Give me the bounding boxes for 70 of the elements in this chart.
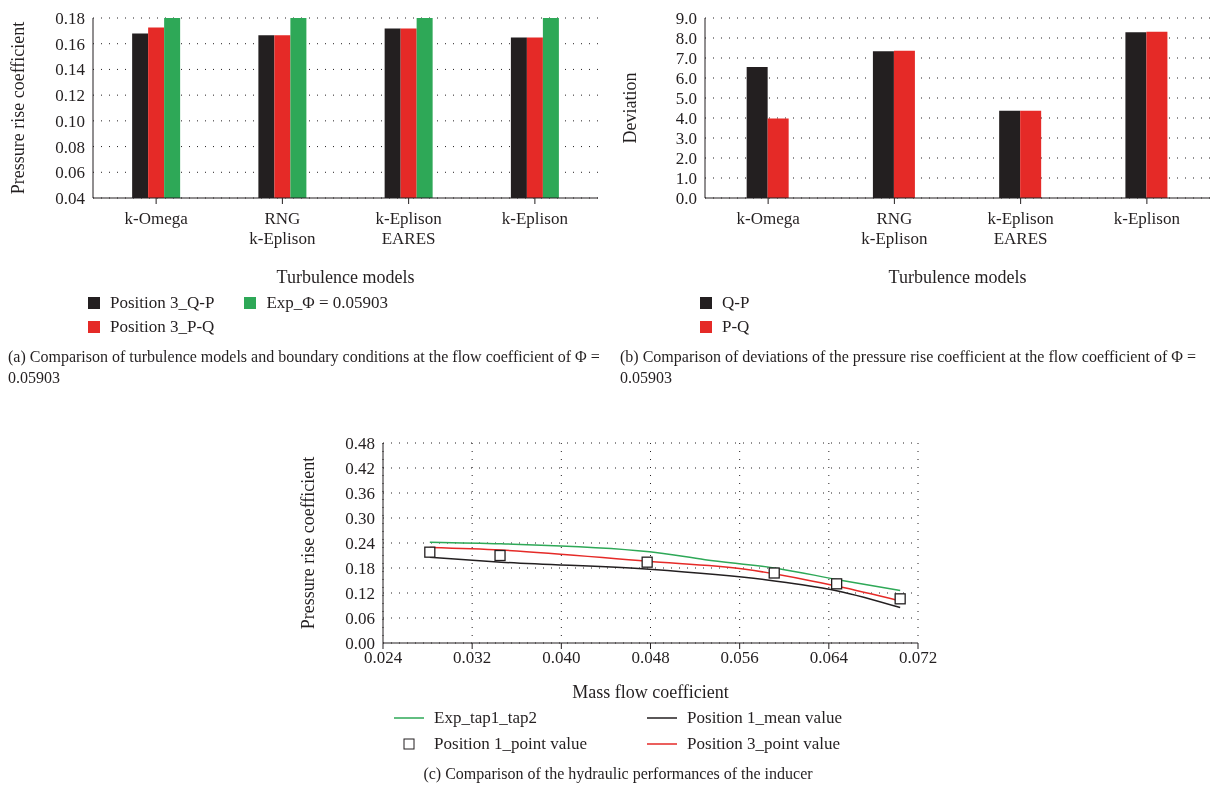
bar [893,50,915,198]
x-tick-label: k-Eplison [501,209,569,228]
y-axis-title: Pressure rise coefficient [8,21,29,195]
y-tick-label: 5.0 [675,89,697,109]
y-tick-label: 0.06 [345,609,375,629]
x-axis-title: Turbulence models [276,267,415,287]
legend-label: Exp_Φ = 0.05903 [266,293,389,313]
text: (c) Comparison of the hydraulic performances of the inducer [422,764,814,785]
point [641,556,653,568]
x-tick-label: RNG k-Eplison [861,209,928,248]
x-tick-label: 0.072 [898,648,938,668]
legend-label: P-Q [722,317,750,337]
x-tick-label: RNG k-Eplison [249,209,316,248]
x-tick-label: 0.064 [809,648,849,668]
x-tick-label: k-Eplison EARES [375,209,443,248]
point [830,578,843,590]
legend-label: Position 3_P-Q [110,317,215,337]
text: (a) Comparison of turbulence models and boundary conditions at the flow coefficient of Φ = 0.05903 [8,347,601,388]
y-tick-label: 0.12 [345,584,375,604]
legend-label: Position 1_mean value [687,708,842,728]
y-tick-label: 2.0 [675,149,697,169]
y-tick-label: 6.0 [675,69,697,89]
y-tick-label: 8.0 [675,29,697,49]
x-tick-label: k-Omega [736,209,801,228]
x-tick-label: 0.056 [720,648,759,668]
y-tick-label: 1.0 [675,169,697,189]
y-tick-label: 0.30 [345,509,375,529]
y-tick-label: 0.16 [55,34,85,54]
y-axis-title: Deviation [620,72,641,144]
x-tick-label: k-Eplison [1113,209,1181,228]
y-tick-label: 0.36 [345,484,375,504]
x-tick-label: 0.032 [453,648,492,668]
y-tick-label: 0.24 [345,534,376,554]
y-tick-label: 0.0 [675,189,697,209]
y-tick-label: 9.0 [675,9,697,29]
x-tick-label: k-Eplison EARES [987,209,1055,248]
legend-label: Position 1_point value [434,734,588,754]
y-tick-label: 0.08 [55,137,85,157]
y-tick-label: 0.42 [345,459,375,479]
x-tick-label: k-Omega [124,209,189,228]
x-tick-label: 0.048 [631,648,670,668]
x-axis-title: Turbulence models [888,267,1027,287]
text: (b) Comparison of deviations of the pressure rise coefficient at the flow coefficient of Φ = 0.05903 [620,347,1197,388]
y-tick-label: 4.0 [675,109,697,129]
point [894,593,906,605]
y-axis-title: Pressure rise coefficient [298,456,319,630]
legend-label: Q-P [722,293,750,313]
x-axis-title: Mass flow coefficient [572,682,729,702]
legend-label: Position 3_Q-P [110,293,215,313]
y-tick-label: 3.0 [675,129,697,149]
y-tick-label: 0.18 [345,559,375,579]
y-tick-label: 0.04 [55,189,86,209]
x-tick-label: 0.040 [542,648,581,668]
legend-label: Position 3_point value [687,734,841,754]
y-tick-label: 0.14 [55,60,86,80]
point [494,549,506,562]
y-tick-label: 7.0 [675,49,697,69]
x-tick-label: 0.024 [363,648,403,668]
bar [1020,110,1042,198]
y-tick-label: 0.06 [55,163,85,183]
line-series [429,541,901,592]
y-tick-label: 0.18 [55,9,85,29]
legend-label: Exp_tap1_tap2 [434,708,537,728]
point [424,546,436,558]
y-tick-label: 0.48 [345,434,375,454]
bar [1146,31,1168,198]
point [768,567,780,579]
bar [767,118,789,198]
y-tick-label: 0.10 [55,111,85,131]
y-tick-label: 0.12 [55,86,85,106]
